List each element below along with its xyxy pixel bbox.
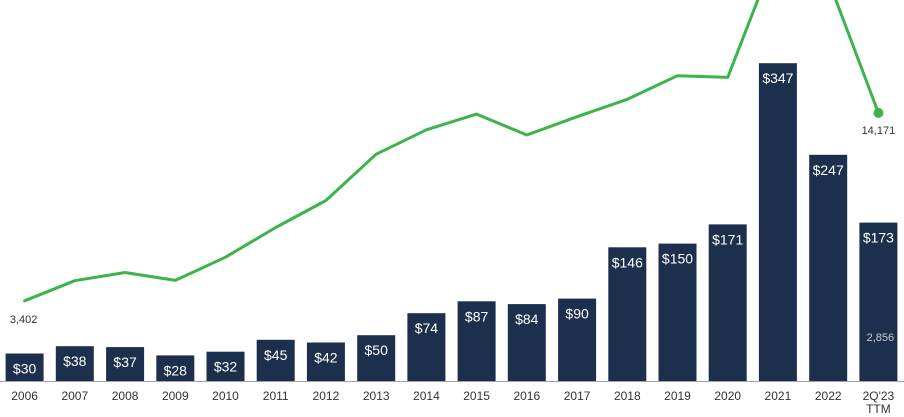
bar	[407, 313, 446, 381]
bar	[357, 335, 396, 381]
bar-data-label: $50	[365, 342, 389, 358]
x-tick-label: 2006	[11, 389, 38, 403]
bar-data-label: $171	[712, 231, 743, 247]
x-tick-label: 2011	[263, 389, 289, 403]
bar	[758, 63, 797, 381]
bar	[859, 222, 898, 381]
bar	[156, 355, 195, 381]
bar-data-label: $32	[214, 359, 238, 375]
bar	[809, 154, 848, 381]
bar-data-label: $42	[314, 350, 338, 366]
x-tick-label: 2017	[564, 389, 591, 403]
bar-data-label: $247	[813, 162, 844, 178]
x-tick-label: 2013	[363, 389, 390, 403]
line-series	[23, 0, 880, 303]
line-layer	[23, 0, 884, 303]
x-tick-label: 2010	[212, 389, 239, 403]
bar	[306, 342, 345, 381]
x-tick-label: 2021	[765, 389, 792, 403]
x-tick-label: 2012	[313, 389, 340, 403]
bar	[708, 224, 747, 381]
line-endpoint-marker	[873, 107, 884, 118]
bar	[106, 347, 145, 381]
x-tick-label: 2016	[513, 389, 540, 403]
annotation-label: 14,171	[862, 125, 896, 137]
annotations: 3,402 14,171 2,856	[10, 125, 895, 344]
bar-data-label: $150	[662, 251, 693, 267]
bar-data-label: $87	[465, 308, 489, 324]
bar-data-label: $347	[762, 70, 793, 86]
bar-data-label: $146	[612, 254, 643, 270]
bar	[658, 243, 697, 381]
x-tick-label: 2Q'23	[863, 389, 895, 403]
x-axis: 2006 2007 2008 2009 2010 2011 2012 2013 2014 2015…	[0, 381, 904, 416]
x-tick-label: 2020	[714, 389, 741, 403]
bar-data-label: $45	[264, 347, 288, 363]
bar-data-label: $28	[164, 362, 188, 378]
bar	[507, 304, 546, 381]
x-tick-label: 2015	[463, 389, 490, 403]
bar-data-label: $37	[113, 354, 137, 370]
bar-data-label: $84	[515, 311, 539, 327]
bar-data-label: $74	[415, 320, 439, 336]
bar	[5, 353, 44, 381]
bar-data-label: $90	[565, 306, 589, 322]
bars-layer	[5, 63, 898, 381]
x-tick-label: 2014	[413, 389, 440, 403]
labels-layer: $30 $38 $37 $28 $32 $45 $42 $50 $74 $87 $84 $90 $146…	[13, 70, 894, 378]
bar-data-label: $173	[863, 230, 894, 246]
x-tick-label: 2022	[815, 389, 842, 403]
bar	[256, 339, 295, 381]
bar	[55, 346, 94, 381]
bar	[206, 351, 245, 381]
annotation-label: 3,402	[10, 314, 38, 326]
x-tick-label: TTM	[866, 402, 891, 416]
bar	[558, 298, 597, 381]
x-tick-label: 2007	[61, 389, 88, 403]
annotation-label: 2,856	[867, 332, 895, 344]
bar	[457, 301, 496, 381]
x-tick-label: 2018	[614, 389, 641, 403]
x-tick-label: 2009	[162, 389, 189, 403]
bar	[608, 247, 647, 381]
x-tick-label: 2008	[112, 389, 139, 403]
x-tick-label: 2019	[664, 389, 691, 403]
bar-data-label: $38	[63, 353, 87, 369]
bar-data-label: $30	[13, 361, 37, 377]
